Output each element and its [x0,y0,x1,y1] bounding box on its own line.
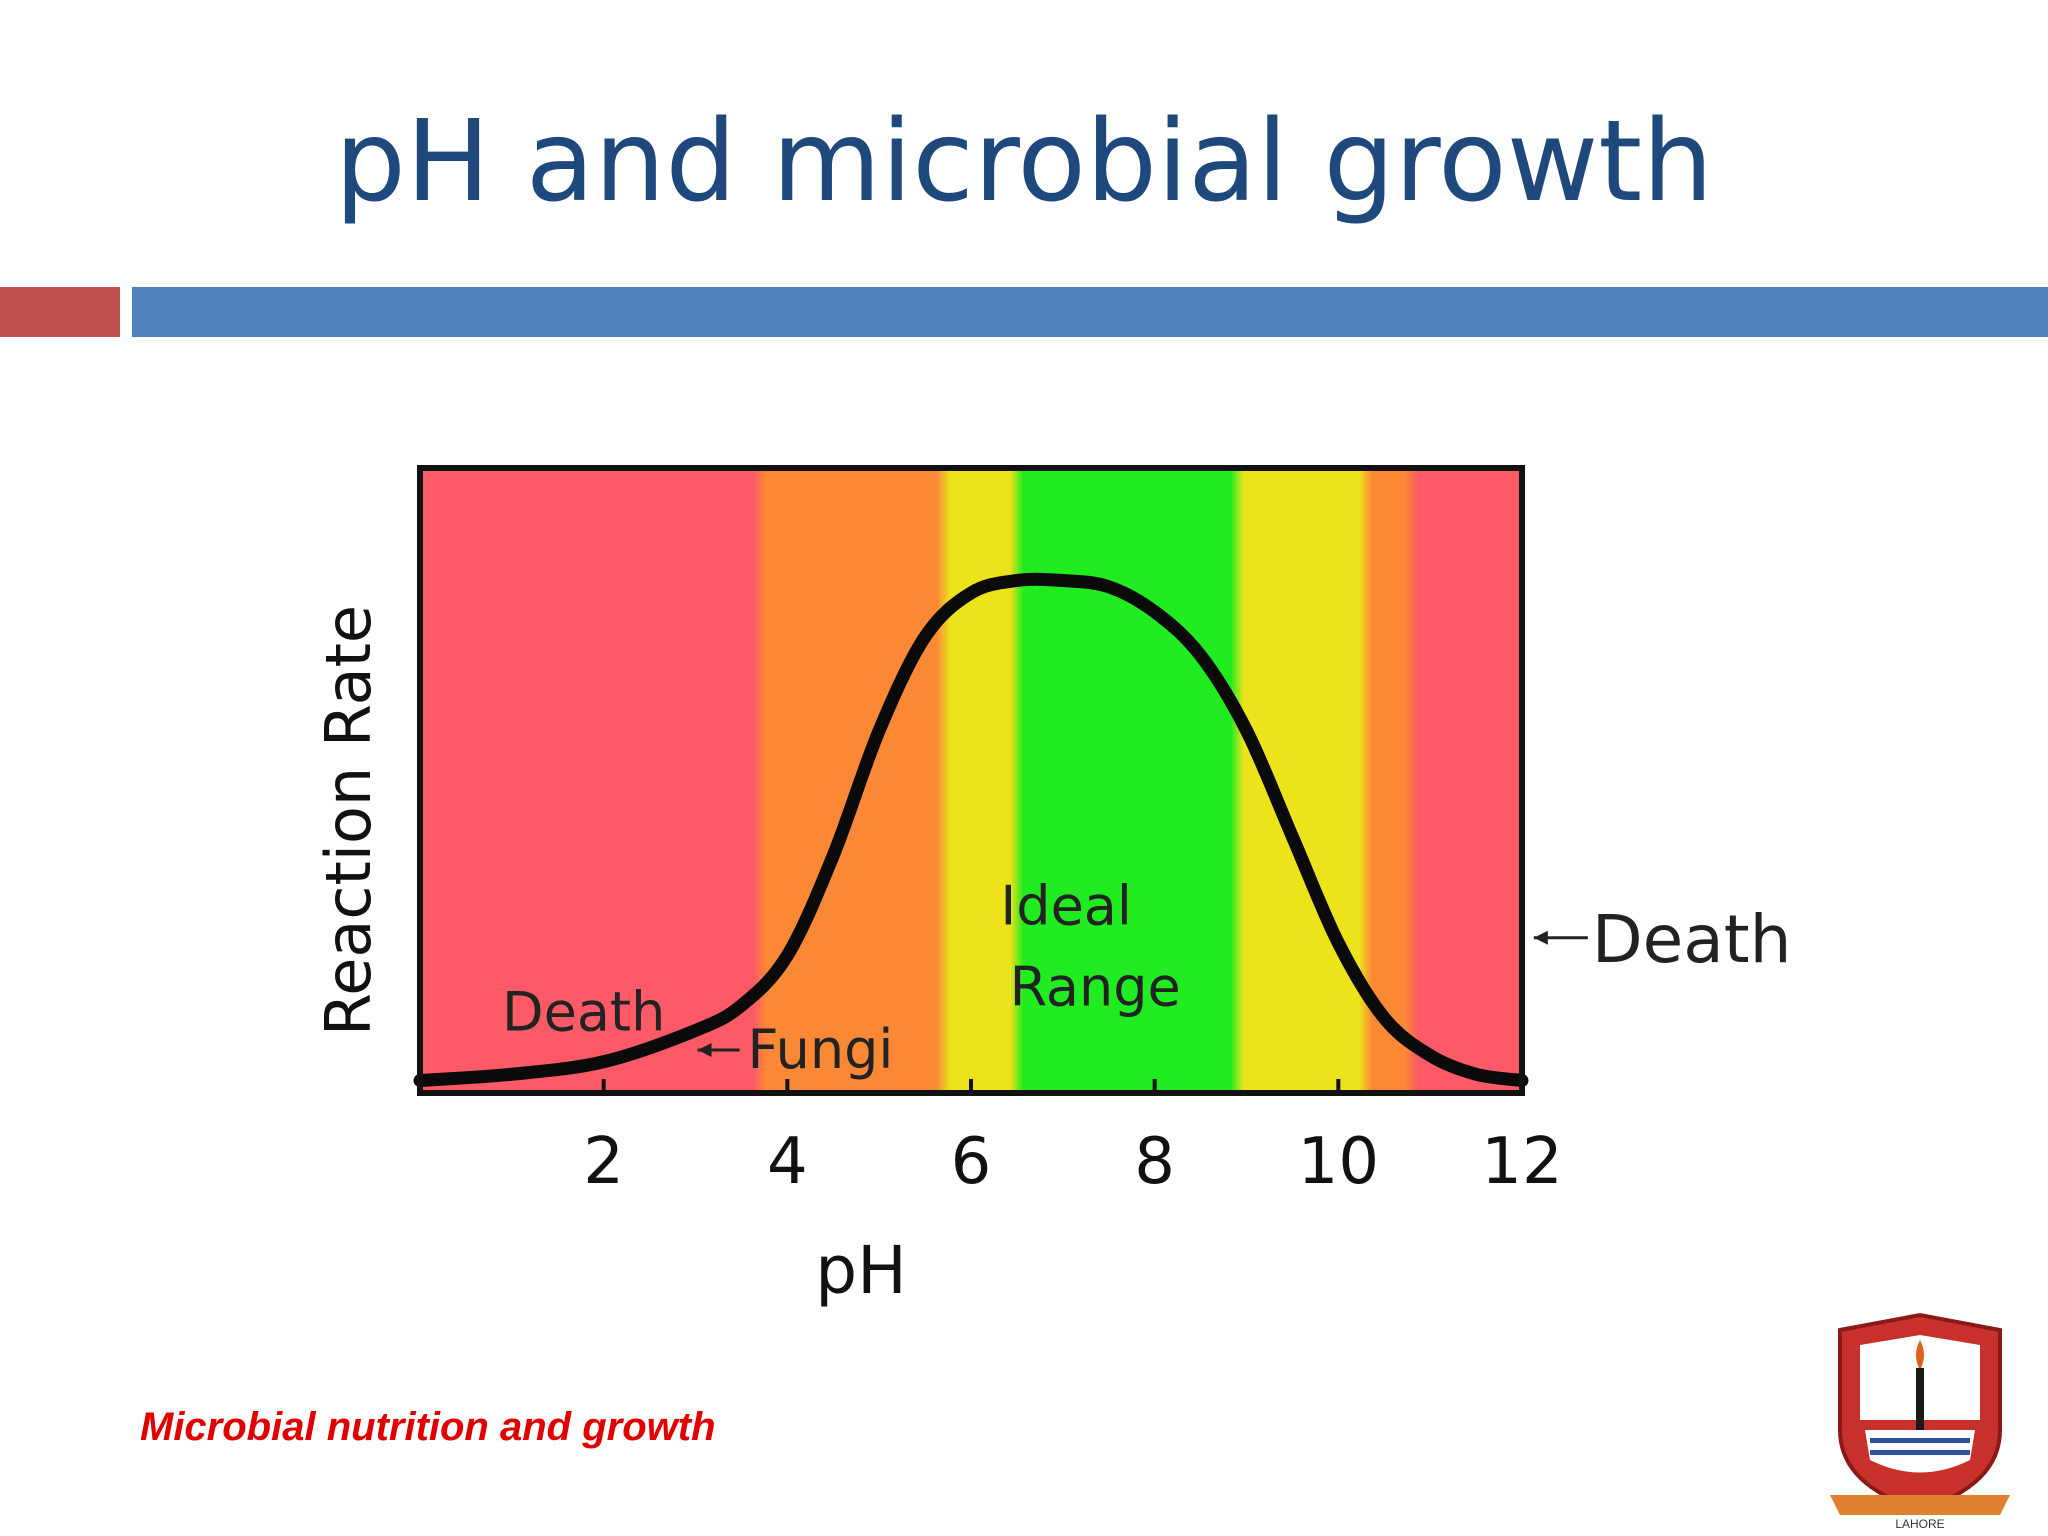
fungi-arrow-icon [697,1043,740,1057]
chart-canvas: 2 4 6 8 10 12 Death Fungi Ideal Range Death React… [312,465,1792,1309]
slide-title: pH and microbial growth [334,97,1714,227]
x-tick-label: 12 [1481,1125,1562,1199]
annotation-label: Death [502,981,665,1044]
reaction-rate-curve [413,572,1529,1087]
ph-growth-chart: 2 4 6 8 10 12 Death Fungi Ideal Range Death React… [300,420,1800,1320]
x-axis-label: pH [815,1232,907,1309]
plot-background [420,468,1522,1093]
annotation-label: Range [1010,956,1181,1019]
y-axis-label: Reaction Rate [312,605,385,1036]
annotation-label: Fungi [748,1018,894,1081]
footer-caption: Microbial nutrition and growth [140,1405,716,1449]
x-tick-label: 10 [1298,1125,1379,1199]
annotation-label: Ideal [1000,874,1132,937]
death-arrow-icon [1533,930,1588,945]
logo-caption: LAHORE [1895,1517,1944,1530]
title-accent-bar-red [0,287,120,337]
x-tick-label: 2 [583,1125,624,1199]
x-tick-label: 6 [951,1125,992,1199]
x-tick-label: 8 [1134,1125,1175,1199]
college-crest-icon: LAHORE [1820,1310,2020,1531]
annotation-label: Death [1592,901,1792,978]
title-accent-bar-blue [132,287,2048,337]
x-tick-label: 4 [767,1125,808,1199]
